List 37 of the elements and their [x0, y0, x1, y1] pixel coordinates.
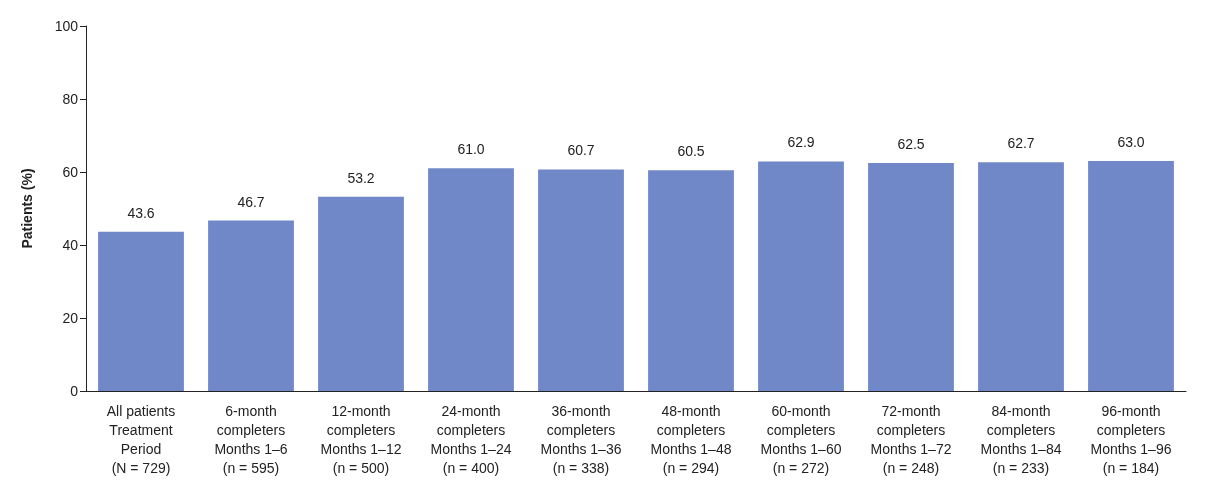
data-label: 61.0 [457, 141, 485, 158]
data-label: 60.5 [677, 143, 705, 160]
y-tick-label: 0 [70, 383, 79, 399]
bar [978, 162, 1064, 391]
bar [1088, 161, 1174, 391]
bar [868, 162, 954, 391]
x-tick-label: 48-month completers Months 1–48 (n = 294) [650, 402, 732, 476]
bar [318, 196, 404, 391]
data-label: 63.0 [1117, 134, 1145, 151]
x-tick-label: 6-month completers Months 1–6 (n = 595) [214, 402, 288, 476]
x-tick-label: 36-month completers Months 1–36 (n = 338) [540, 402, 622, 476]
data-label: 62.5 [897, 135, 925, 152]
x-tick-label: 24-month completers Months 1–24 (n = 400) [430, 402, 512, 476]
bar [648, 170, 734, 391]
bar [538, 169, 624, 391]
y-tick-label: 60 [62, 164, 79, 180]
bar [208, 220, 294, 391]
data-label: 62.9 [787, 134, 815, 151]
data-label: 43.6 [127, 204, 155, 221]
x-tick-label: 60-month completers Months 1–60 (n = 272) [760, 402, 842, 476]
data-label: 46.7 [237, 193, 265, 210]
x-tick-label: 12-month completers Months 1–12 (n = 500) [320, 402, 402, 476]
x-tick-label: 72-month completers Months 1–72 (n = 248) [870, 402, 952, 476]
bar [758, 161, 844, 391]
bar [428, 168, 514, 391]
y-tick-label: 20 [62, 310, 79, 326]
x-tick-label: 84-month completers Months 1–84 (n = 233) [980, 402, 1062, 476]
x-tick-label: All patients Treatment Period (N = 729) [106, 402, 176, 476]
y-tick-label: 100 [54, 18, 79, 34]
bar [98, 231, 184, 391]
x-tick-label: 96-month completers Months 1–96 (n = 184) [1090, 402, 1172, 476]
y-axis-title: Patients (%) [19, 168, 35, 249]
y-tick-label: 40 [62, 237, 79, 253]
data-label: 60.7 [567, 142, 595, 159]
y-tick-label: 80 [62, 91, 79, 107]
data-label: 53.2 [347, 169, 375, 186]
data-label: 62.7 [1007, 135, 1035, 152]
